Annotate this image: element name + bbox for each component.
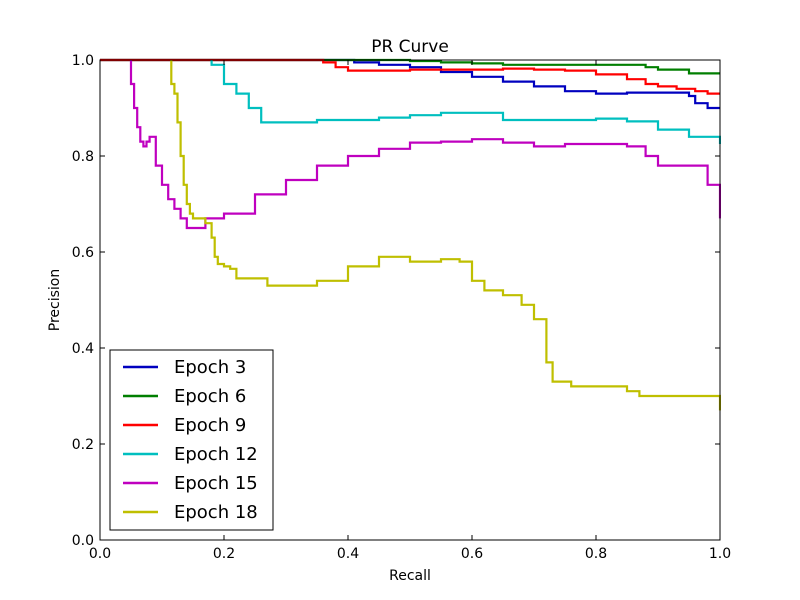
y-tick-label: 0.0 xyxy=(72,533,94,549)
legend-label: Epoch 9 xyxy=(174,415,246,436)
series-line-6 xyxy=(170,60,721,411)
series-line-3 xyxy=(100,58,720,95)
legend: Epoch 3 Epoch 6 Epoch 9 Epoch 12 Epoch 15 Epo… xyxy=(109,349,274,531)
chart-title: PR Curve xyxy=(371,37,449,57)
y-tick-label: 0.6 xyxy=(72,245,94,261)
legend-label: Epoch 6 xyxy=(174,386,246,407)
legend-label: Epoch 15 xyxy=(174,473,258,494)
legend-box xyxy=(109,349,274,531)
legend-label: Epoch 12 xyxy=(174,444,258,465)
x-tick-label: 1.0 xyxy=(709,546,731,562)
y-tick-label: 0.4 xyxy=(72,341,94,357)
plot-frame xyxy=(99,59,721,541)
x-axis-label: Recall xyxy=(389,568,431,584)
x-tick-label: 0.2 xyxy=(213,546,235,562)
x-tick-label: 0.4 xyxy=(337,546,359,562)
x-tick-label: 0.6 xyxy=(461,546,483,562)
axis-ticks: 0.0 0.2 0.4 0.6 0.8 1.0 0.0 0.2 0.4 0.6 0.8 1.0 xyxy=(72,53,731,562)
legend-label: Epoch 18 xyxy=(174,502,258,523)
series-line-4 xyxy=(210,60,721,144)
y-tick-label: 0.2 xyxy=(72,437,94,453)
y-tick-label: 0.8 xyxy=(72,149,94,165)
y-axis-label: Precision xyxy=(47,269,63,331)
legend-label: Epoch 3 xyxy=(174,357,246,378)
series-line-5 xyxy=(129,60,721,230)
y-tick-label: 1.0 xyxy=(72,53,94,69)
x-tick-label: 0.0 xyxy=(89,546,111,562)
x-tick-label: 0.8 xyxy=(585,546,607,562)
series-line-1 xyxy=(100,58,720,110)
